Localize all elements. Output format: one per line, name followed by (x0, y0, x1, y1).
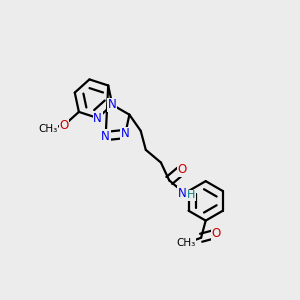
Text: O: O (60, 118, 69, 132)
Text: CH₃: CH₃ (177, 238, 196, 248)
Text: O: O (178, 163, 187, 176)
Text: O: O (212, 227, 221, 240)
Text: CH₃: CH₃ (38, 124, 57, 134)
Text: N: N (101, 130, 110, 142)
Text: N: N (93, 112, 102, 124)
Text: N: N (108, 98, 117, 111)
Text: N: N (121, 128, 130, 140)
Text: N: N (178, 187, 186, 200)
Text: H: H (187, 190, 195, 200)
